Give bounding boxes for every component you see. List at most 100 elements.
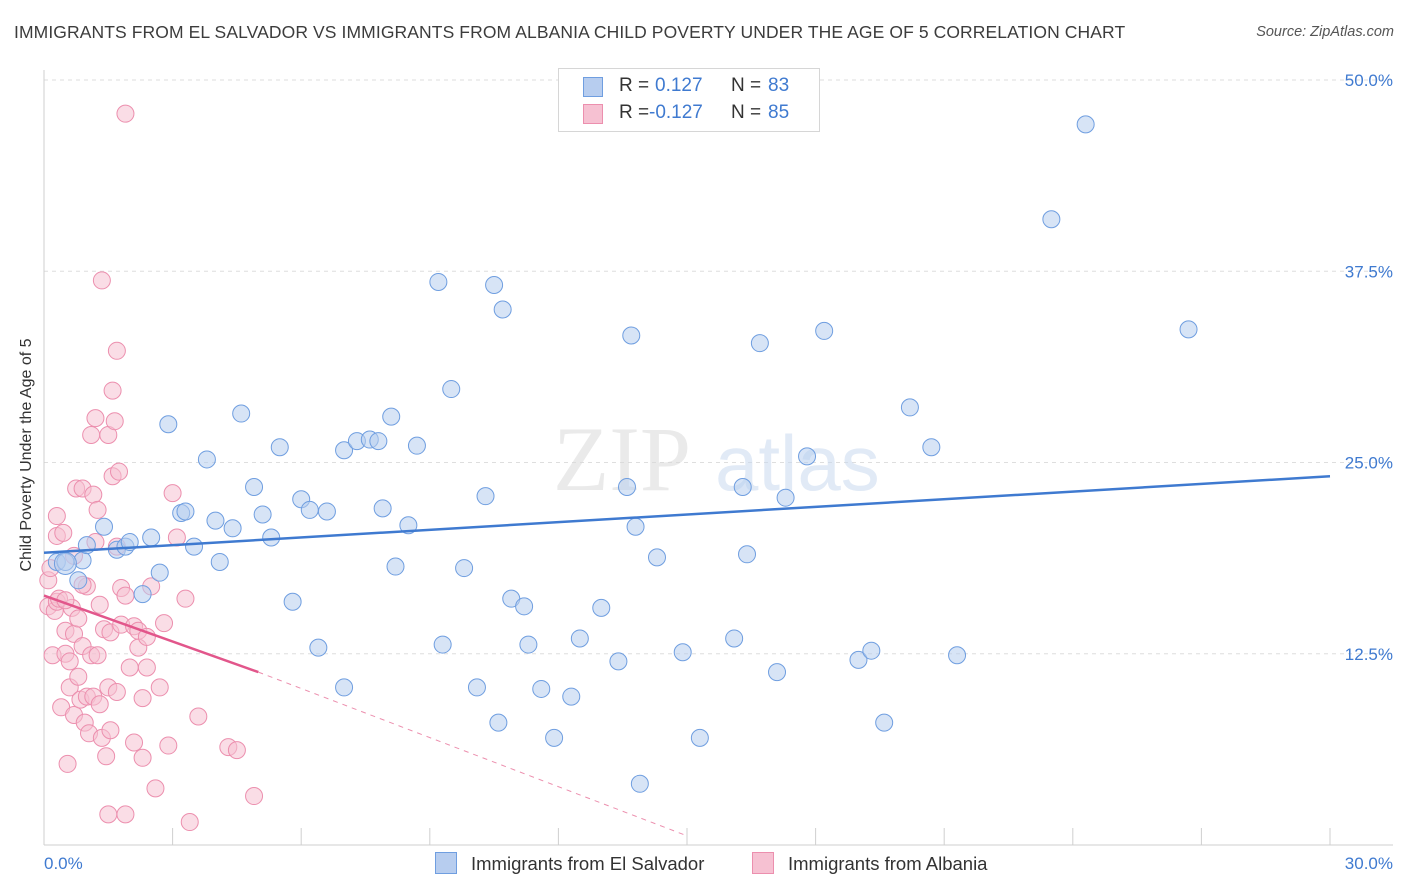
el-salvador-point [862, 641, 881, 660]
albania-trend-extension [258, 671, 688, 837]
el-salvador-point [369, 432, 388, 451]
albania-points [39, 104, 264, 832]
albania-point [133, 748, 152, 767]
el-salvador-point [493, 300, 512, 319]
albania-point [150, 678, 169, 697]
albania-point [54, 523, 73, 542]
el-salvador-point [592, 598, 611, 617]
albania-point [163, 484, 182, 503]
el-salvador-point [1042, 210, 1061, 229]
el-salvador-point [253, 505, 272, 524]
el-salvador-point [206, 511, 225, 530]
albania-point [69, 667, 88, 686]
el-salvador-points [47, 115, 1198, 793]
el-salvador-point [133, 585, 152, 604]
albania-point [47, 507, 66, 526]
albania-point [110, 462, 129, 481]
el-salvador-point [210, 552, 229, 571]
el-salvador-point [630, 774, 649, 793]
el-salvador-point [733, 477, 752, 496]
el-salvador-point [373, 499, 392, 518]
albania-point [101, 721, 120, 740]
bottom-legend-swatch-blue [435, 852, 457, 874]
albania-trend-line [43, 594, 259, 674]
el-salvador-point [900, 398, 919, 417]
el-salvador-point [232, 404, 251, 423]
el-salvador-point [283, 592, 302, 611]
legend-swatch-pink [583, 104, 603, 124]
el-salvador-point [407, 436, 426, 455]
el-salvador-point [53, 551, 77, 575]
albania-point [82, 425, 101, 444]
albania-point [90, 695, 109, 714]
el-salvador-point [150, 563, 169, 582]
el-salvador-point [519, 635, 538, 654]
el-salvador-point [197, 450, 216, 469]
correlation-legend: R = 0.127 N = 83 R = -0.127 N = 85 [558, 68, 820, 132]
bottom-legend-albania: Immigrants from Albania [752, 852, 987, 875]
albania-point [137, 658, 156, 677]
albania-point [92, 271, 111, 290]
el-salvador-point [622, 326, 641, 345]
el-salvador-point [317, 502, 336, 521]
albania-point [116, 104, 135, 123]
el-salvador-point [617, 477, 636, 496]
legend-r-value-pink: -0.127 [649, 102, 703, 123]
axes [43, 70, 1393, 846]
el-salvador-point [609, 652, 628, 671]
albania-point [176, 589, 195, 608]
el-salvador-point [673, 643, 692, 662]
albania-point [116, 805, 135, 824]
el-salvador-point [429, 272, 448, 291]
el-salvador-point [386, 557, 405, 576]
el-salvador-point [798, 447, 817, 466]
el-salvador-point [1179, 320, 1198, 339]
albania-point [99, 805, 118, 824]
albania-point [86, 409, 105, 428]
el-salvador-point [690, 728, 709, 747]
el-salvador-point [485, 276, 504, 295]
bottom-legend-label-blue: Immigrants from El Salvador [471, 853, 705, 874]
albania-point [90, 595, 109, 614]
el-salvador-point [815, 321, 834, 340]
el-salvador-point [948, 646, 967, 665]
albania-point [125, 733, 144, 752]
y-tick-label: 12.5% [1345, 645, 1393, 664]
x-tick-label: 30.0% [1345, 854, 1393, 873]
legend-r-value-blue: 0.127 [655, 75, 703, 96]
el-salvador-point [69, 571, 88, 590]
albania-point [245, 787, 264, 806]
legend-n-label: N = [731, 102, 762, 123]
legend-n-value-pink: 85 [768, 102, 790, 123]
albania-point [103, 381, 122, 400]
el-salvador-point [433, 635, 452, 654]
el-salvador-point [245, 477, 264, 496]
albania-point [107, 683, 126, 701]
el-salvador-point [776, 488, 795, 507]
el-salvador-point [399, 516, 418, 535]
albania-point [159, 736, 178, 755]
el-salvador-point [626, 517, 645, 536]
y-axis-label: Child Poverty Under the Age of 5 [18, 338, 35, 572]
el-salvador-point [455, 559, 474, 578]
el-salvador-point [95, 517, 114, 536]
bottom-legend-label-pink: Immigrants from Albania [788, 853, 988, 874]
legend-swatch-blue [583, 77, 603, 97]
el-salvador-point [562, 687, 581, 706]
el-salvador-point [262, 528, 281, 547]
el-salvador-point [768, 663, 787, 682]
el-salvador-point [922, 438, 941, 457]
tick-labels: 12.5% 25.0% 37.5% 50.0% 0.0% 30.0% [44, 71, 1393, 873]
legend-r-label: R = [619, 75, 650, 96]
el-salvador-point [467, 678, 486, 697]
albania-point [116, 586, 135, 605]
el-salvador-point [489, 713, 508, 732]
albania-point [227, 741, 246, 760]
el-salvador-point [442, 380, 461, 399]
el-salvador-point [382, 407, 401, 426]
legend-r-label: R = [619, 102, 650, 123]
albania-point [155, 614, 174, 633]
albania-point [69, 609, 88, 628]
el-salvador-point [309, 638, 328, 657]
